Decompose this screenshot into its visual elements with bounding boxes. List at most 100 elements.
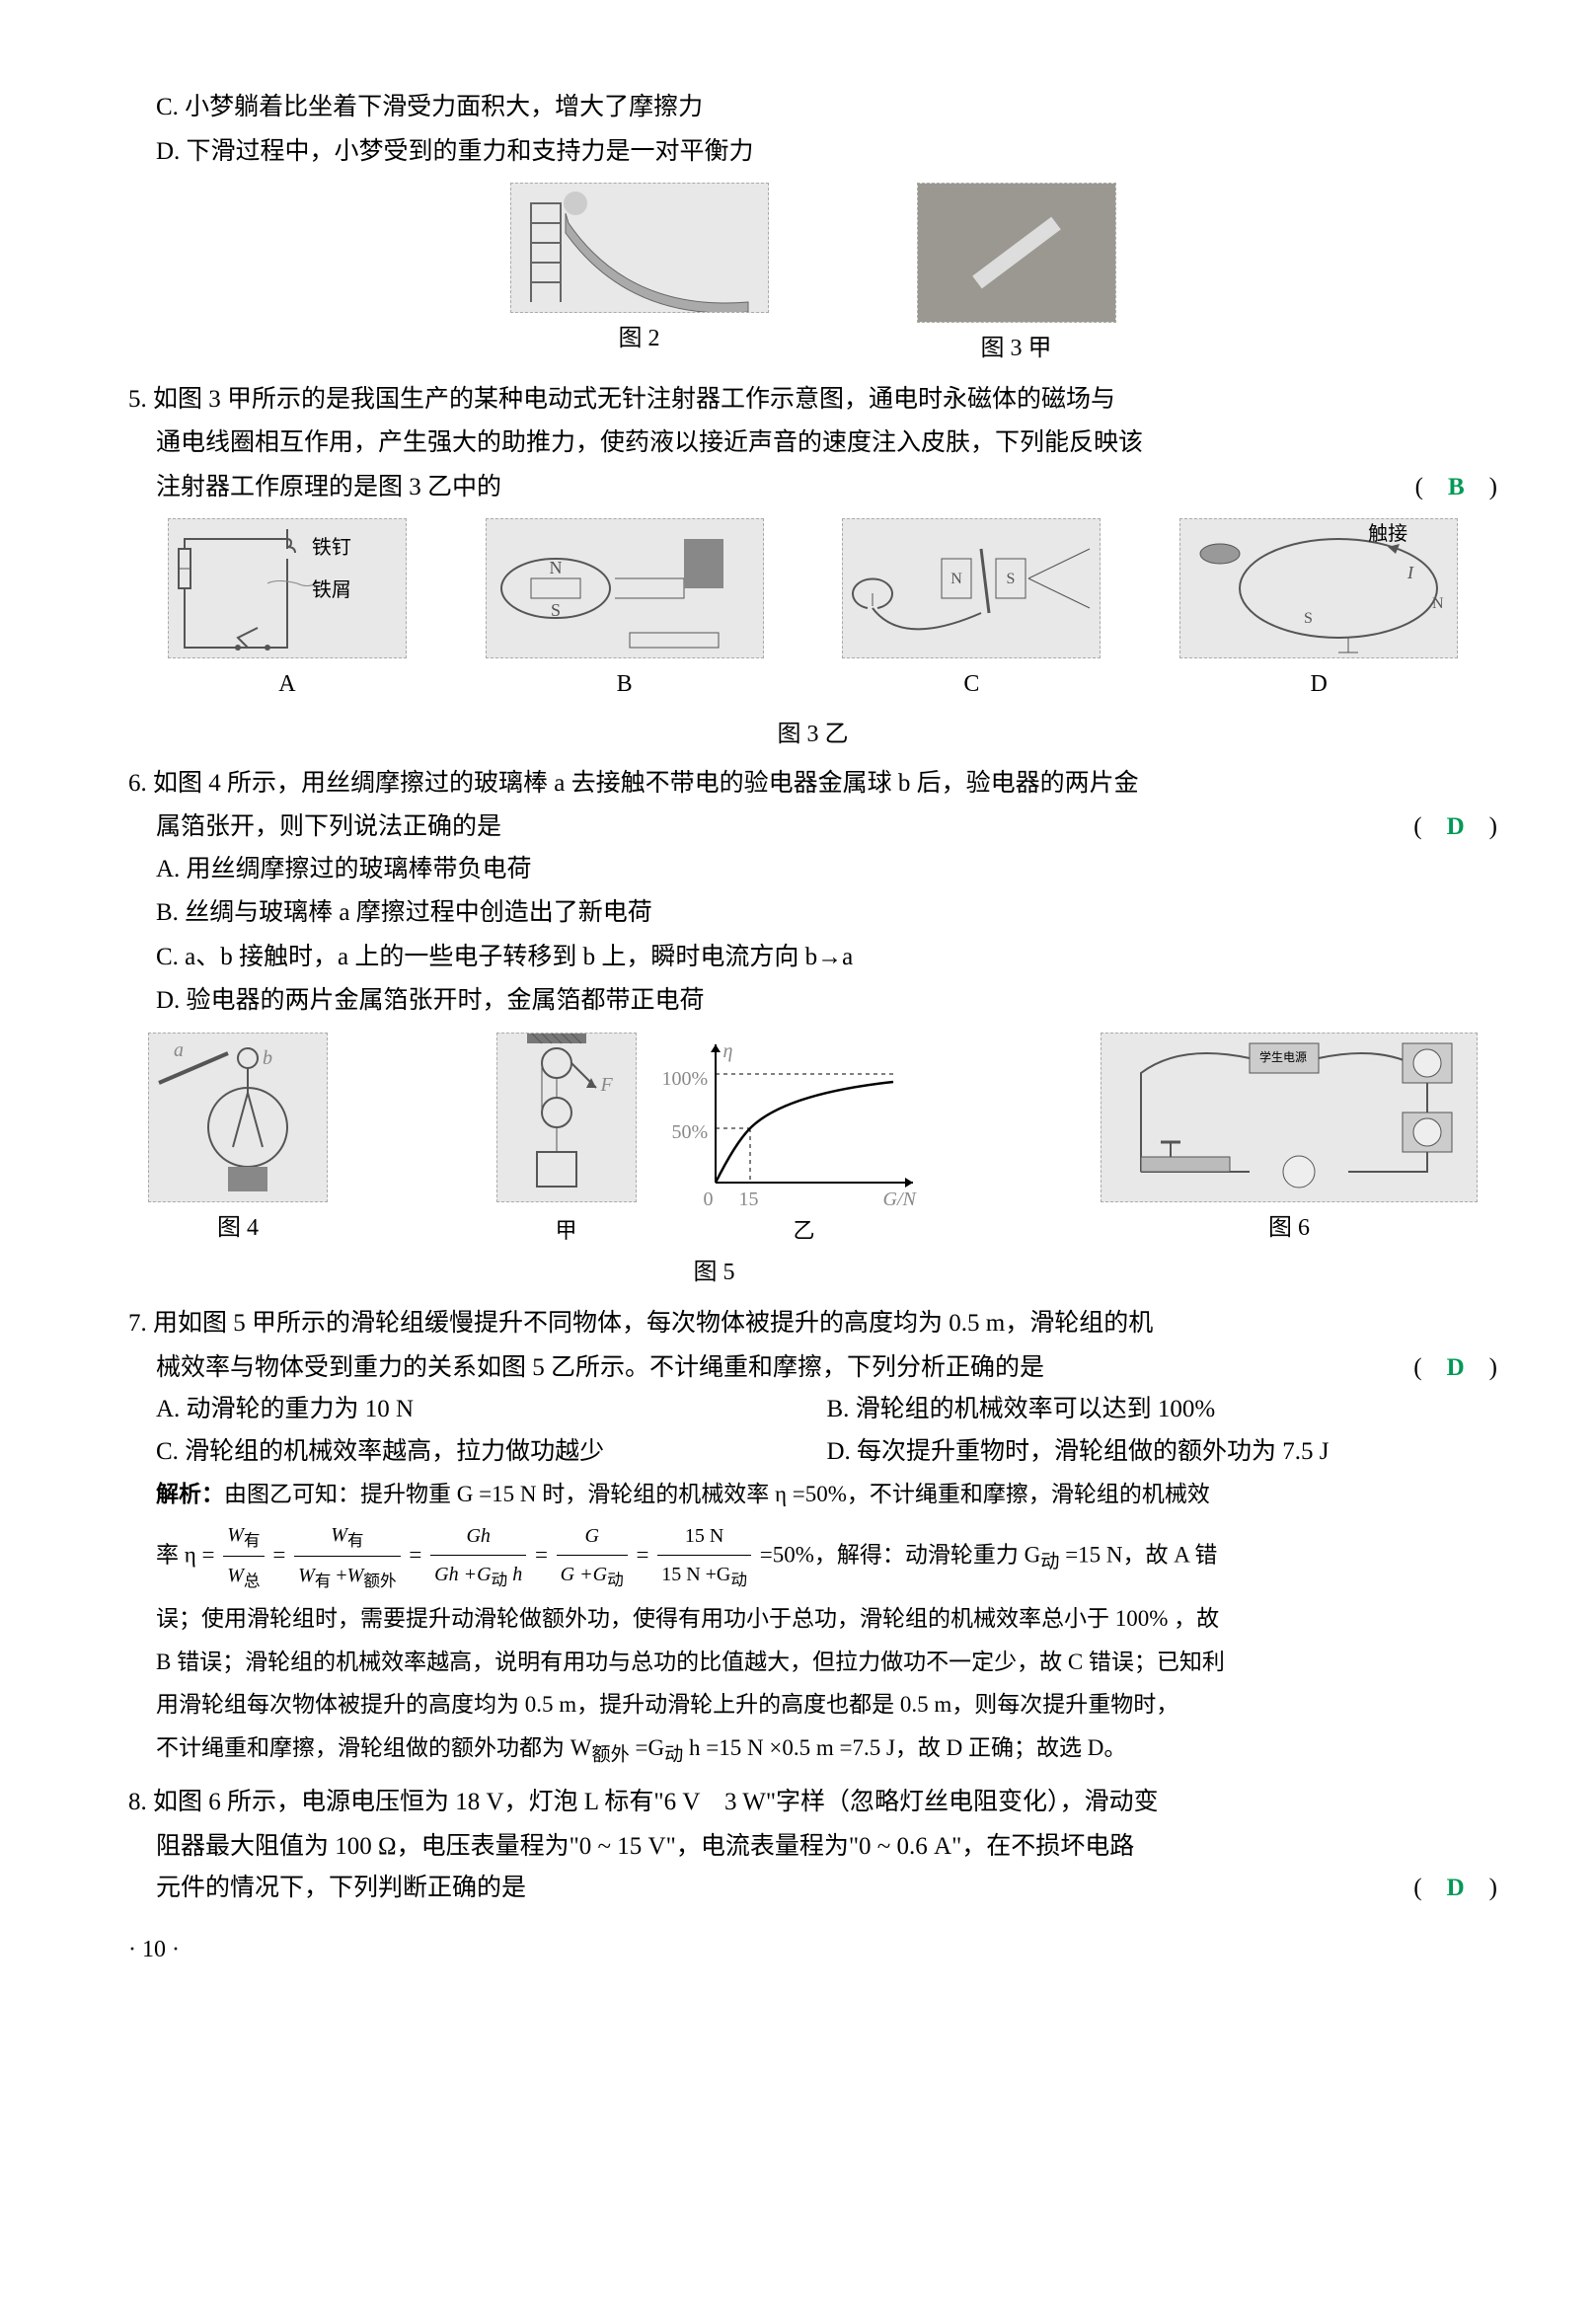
f3d2: h — [507, 1564, 522, 1585]
f2ns: 有 — [347, 1531, 364, 1550]
q5-line3: 注射器工作原理的是图 3 乙中的 ( B ) — [128, 467, 1497, 509]
q6-num: 6. — [128, 770, 147, 797]
fig4-b-label: b — [263, 1041, 272, 1075]
galvanometer-magnet-icon: N S — [842, 518, 1101, 658]
q8-line3: 元件的情况下，下列判断正确的是 ( D ) — [128, 1868, 1497, 1910]
eta-label: η — [723, 1035, 733, 1068]
nail-label: 铁钉 — [312, 531, 351, 565]
f4n: G — [584, 1525, 598, 1547]
q7-option-d: D. 每次提升重物时，滑轮组做的额外功为 7.5 J — [827, 1431, 1498, 1474]
q8-num: 8. — [128, 1789, 147, 1815]
f1ns: 有 — [244, 1531, 261, 1550]
f4d1: G +G — [561, 1564, 607, 1585]
f2d1: W — [298, 1565, 315, 1586]
q5-answer-bracket: ( B ) — [1415, 467, 1497, 509]
frac-1: W有W总 — [223, 1516, 264, 1597]
q5-label-d: D — [1179, 664, 1458, 705]
fig-4-5-6-row: a b 图 4 — [128, 1033, 1497, 1293]
anal-4: B 错误；滑轮组的机械效率越高，说明有用功与总功的比值越大，但拉力做功不一定少，… — [156, 1649, 1225, 1674]
svg-text:S: S — [1007, 571, 1016, 587]
q5-label-c: C — [842, 664, 1101, 705]
q6-answer-bracket: ( D ) — [1413, 806, 1497, 849]
question-7: 7. 用如图 5 甲所示的滑轮组缓慢提升不同物体，每次物体被提升的高度均为 0.… — [128, 1303, 1497, 1774]
dong-sub: 动 — [1040, 1552, 1059, 1572]
f5d1s: 动 — [730, 1571, 747, 1589]
frac-3: GhGh +G动 h — [430, 1517, 526, 1596]
f3d1: Gh +G — [434, 1564, 491, 1585]
q8-answer-bracket: ( D ) — [1413, 1868, 1497, 1910]
frac-5: 15 N 15 N +G动 — [657, 1517, 751, 1596]
svg-text:N: N — [549, 558, 562, 577]
q8-line2: 阻器最大阻值为 100 Ω，电压表量程为"0 ~ 15 V"，电流表量程为"0 … — [128, 1826, 1497, 1869]
svg-text:N: N — [951, 571, 963, 587]
f4d1s: 动 — [607, 1571, 624, 1589]
anal-2b: =50%，解得：动滑轮重力 G — [760, 1542, 1041, 1567]
question-4-continuation: C. 小梦躺着比坐着下滑受力面积大，增大了摩擦力 D. 下滑过程中，小梦受到的重… — [128, 87, 1497, 369]
svg-text:S: S — [551, 600, 561, 620]
fig3a-caption: 图 3 甲 — [917, 329, 1116, 369]
x0-label: 0 — [704, 1183, 714, 1216]
e-sub: 额外 — [591, 1745, 629, 1766]
anal-2c: =15 N，故 A 错 — [1059, 1542, 1217, 1567]
q7-text1-span: 用如图 5 甲所示的滑轮组缓慢提升不同物体，每次物体被提升的高度均为 0.5 m… — [153, 1310, 1153, 1337]
f3d1s: 动 — [492, 1571, 508, 1589]
question-6: 6. 如图 4 所示，用丝绸摩擦过的玻璃棒 a 去接触不带电的验电器金属球 b … — [128, 763, 1497, 1023]
q5-fig-b: N S B — [486, 518, 764, 705]
q8-text1-span: 如图 6 所示，电源电压恒为 18 V，灯泡 L 标有"6 V 3 W"字样（忽… — [153, 1789, 1159, 1815]
touch-label: 触接 — [1368, 517, 1407, 551]
q5-line2: 通电线圈相互作用，产生强大的助推力，使药液以接近声音的速度注入皮肤，下列能反映该 — [128, 422, 1497, 465]
q8-text3: 元件的情况下，下列判断正确的是 — [156, 1868, 526, 1910]
q6-option-b: B. 丝绸与玻璃棒 a 摩擦过程中创造出了新电荷 — [128, 892, 1497, 935]
question-5: 5. 如图 3 甲所示的是我国生产的某种电动式无针注射器工作示意图，通电时永磁体… — [128, 379, 1497, 755]
q7-options-cd: C. 滑轮组的机械效率越高，拉力做功越少 D. 每次提升重物时，滑轮组做的额外功… — [128, 1431, 1497, 1474]
f1d: W — [227, 1565, 244, 1586]
q6-option-c: C. a、b 接触时，a 上的一些电子转移到 b 上，瞬时电流方向 b→a — [128, 937, 1497, 979]
q7-text2: 械效率与物体受到重力的关系如图 5 乙所示。不计绳重和摩擦，下列分析正确的是 — [156, 1347, 1044, 1390]
f1ds: 总 — [244, 1572, 261, 1590]
f2d2s: 额外 — [363, 1572, 396, 1590]
anal-2a: 率 η = — [156, 1542, 220, 1567]
anal-6c: h =15 N ×0.5 m =7.5 J，故 D 正确；故选 D。 — [683, 1735, 1126, 1760]
svg-text:S: S — [1304, 610, 1313, 627]
q7-line1: 7. 用如图 5 甲所示的滑轮组缓慢提升不同物体，每次物体被提升的高度均为 0.… — [128, 1303, 1497, 1345]
electroscope-icon: a b — [148, 1033, 328, 1202]
anal-6b: =G — [630, 1735, 664, 1760]
fig6-caption: 图 6 — [1101, 1208, 1478, 1249]
frac-2: W有W有 +W额外 — [294, 1516, 401, 1597]
figure-5: F 甲 — [496, 1033, 933, 1293]
figure-6: 学生电源 图 6 — [1101, 1033, 1478, 1293]
frac-4: G G +G动 — [557, 1517, 628, 1596]
y50-label: 50% — [672, 1115, 709, 1149]
anal-1: 由图乙可知：提升物重 G =15 N 时，滑轮组的机械效率 η =50%，不计绳… — [224, 1482, 1210, 1506]
pulley-system-icon: F — [496, 1033, 637, 1202]
dong-sub-2: 动 — [664, 1745, 683, 1766]
f2n: W — [331, 1524, 347, 1546]
q6-text2: 属箔张开，则下列说法正确的是 — [156, 806, 501, 849]
fig2-caption: 图 2 — [510, 319, 769, 359]
circuit-nail-icon: 铁钉 铁屑 — [168, 518, 407, 658]
q7-analysis: 解析：由图乙可知：提升物重 G =15 N 时，滑轮组的机械效率 η =50%，… — [128, 1473, 1497, 1774]
f5n: 15 N — [657, 1517, 751, 1556]
anal-5: 用滑轮组每次物体被提升的高度均为 0.5 m，提升动滑轮上升的高度也都是 0.5… — [156, 1692, 1178, 1717]
f2d2: W — [347, 1565, 364, 1586]
q7-answer: D — [1447, 1354, 1465, 1381]
anal-prefix: 解析： — [156, 1482, 224, 1506]
q5-text3: 注射器工作原理的是图 3 乙中的 — [156, 467, 501, 509]
slide-icon — [510, 183, 769, 313]
q6-option-d: D. 验电器的两片金属箔张开时，金属箔都带正电荷 — [128, 980, 1497, 1023]
f1n: W — [227, 1524, 244, 1546]
fig4-a-label: a — [174, 1034, 184, 1067]
q7-options-ab: A. 动滑轮的重力为 10 N B. 滑轮组的机械效率可以达到 100% — [128, 1389, 1497, 1431]
fig3b-caption: 图 3 乙 — [128, 715, 1497, 755]
f5d1: 15 N +G — [661, 1564, 730, 1585]
injector-photo-icon — [917, 183, 1116, 323]
q4-option-d: D. 下滑过程中，小梦受到的重力和支持力是一对平衡力 — [128, 131, 1497, 174]
figure-4: a b 图 4 — [148, 1033, 328, 1293]
fig5-caption: 图 5 — [694, 1253, 735, 1293]
q6-line1: 6. 如图 4 所示，用丝绸摩擦过的玻璃棒 a 去接触不带电的验电器金属球 b … — [128, 763, 1497, 805]
figure-2: 图 2 — [510, 183, 769, 369]
q5-line1: 5. 如图 3 甲所示的是我国生产的某种电动式无针注射器工作示意图，通电时永磁体… — [128, 379, 1497, 422]
q5-fig-d: I S N 触接 D — [1179, 518, 1458, 705]
q7-option-b: B. 滑轮组的机械效率可以达到 100% — [827, 1389, 1498, 1431]
shavings-label: 铁屑 — [312, 574, 351, 607]
